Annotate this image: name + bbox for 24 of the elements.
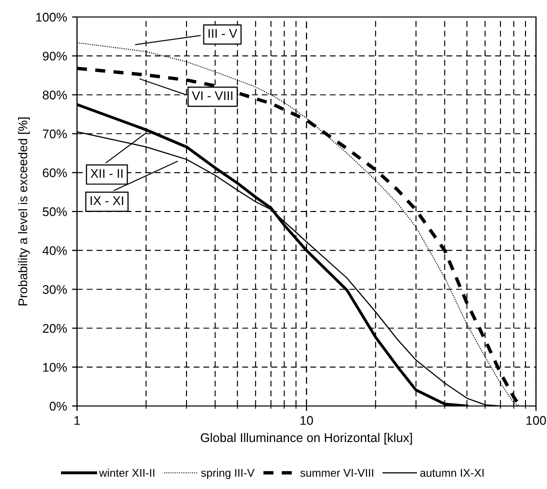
y-tick-label: 0% bbox=[50, 402, 67, 411]
annotation: IX - XI bbox=[90, 196, 124, 206]
y-tick-label: 50% bbox=[42, 207, 67, 216]
y-tick-label: 80% bbox=[42, 90, 67, 100]
y-tick-label: 100% bbox=[36, 12, 67, 22]
x-tick-label: 100 bbox=[526, 416, 546, 425]
legend-label: autumn IX-XI bbox=[420, 469, 484, 477]
legend-label: winter XII-II bbox=[99, 468, 154, 477]
y-tick-label: 60% bbox=[42, 168, 67, 178]
y-tick-label: 40% bbox=[42, 246, 67, 256]
y-tick-label: 20% bbox=[42, 324, 67, 333]
y-tick-label: 30% bbox=[42, 285, 67, 294]
x-axis-title: Global Illuminance on Horizontal [klux] bbox=[200, 432, 412, 445]
legend-label: spring III-V bbox=[201, 468, 254, 479]
annotation: III - V bbox=[208, 29, 238, 38]
annotation: XII - II bbox=[90, 169, 122, 178]
y-tick-label: 10% bbox=[43, 362, 67, 372]
x-tick-label: 1 bbox=[74, 416, 80, 425]
y-tick-label: 90% bbox=[42, 52, 67, 61]
y-axis-title: Probability a level is exceeded [%] bbox=[18, 118, 30, 306]
legend-label: summer VI-VIII bbox=[300, 469, 374, 477]
y-tick-label: 70% bbox=[42, 130, 67, 138]
annotation: VI - VIII bbox=[192, 91, 232, 100]
x-tick-label: 10 bbox=[300, 416, 313, 425]
